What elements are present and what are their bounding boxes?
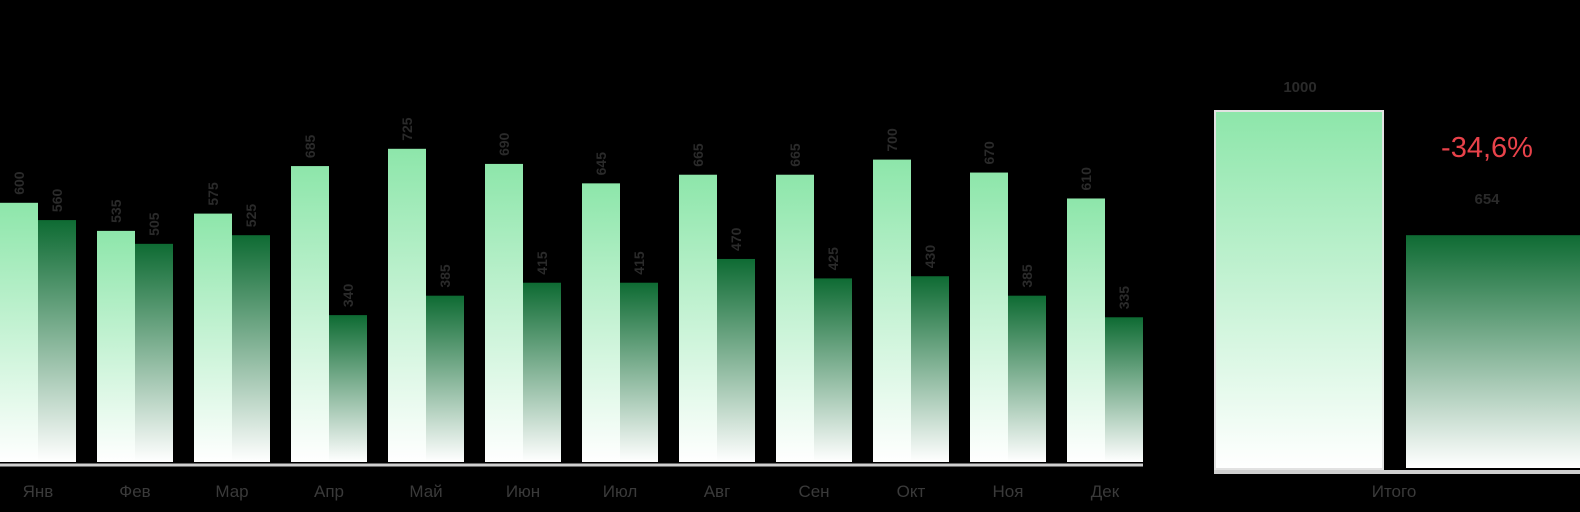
data-label: 335 bbox=[1116, 286, 1132, 310]
bar-dark bbox=[38, 220, 76, 462]
x-tick-label: Май bbox=[409, 482, 442, 501]
x-tick-label: Фев bbox=[119, 482, 150, 501]
total-bar-dark bbox=[1406, 235, 1580, 468]
data-label: 415 bbox=[534, 251, 550, 275]
x-tick-label: Сен bbox=[798, 482, 829, 501]
bar-dark bbox=[135, 243, 173, 462]
data-label: 575 bbox=[205, 182, 221, 206]
data-label: 385 bbox=[1019, 264, 1035, 288]
x-tick-label: Ноя bbox=[993, 482, 1024, 501]
data-label: 670 bbox=[981, 141, 997, 165]
bar-light bbox=[388, 148, 426, 463]
data-label: 430 bbox=[922, 245, 938, 269]
bar-light bbox=[97, 230, 135, 462]
data-label: 610 bbox=[1078, 167, 1094, 191]
bar-light bbox=[0, 202, 38, 463]
bar-dark bbox=[232, 235, 270, 462]
bar-dark bbox=[911, 276, 949, 462]
data-label: 645 bbox=[593, 152, 609, 176]
data-label: 665 bbox=[787, 143, 803, 167]
data-label: 505 bbox=[146, 212, 162, 236]
bar-light bbox=[873, 159, 911, 462]
label-group: 600 560 Янв 535 505 Фев 575 525 Мар 685 340 Апр 725 3… bbox=[11, 79, 1533, 501]
x-tick-label: Окт bbox=[897, 482, 926, 501]
x-tick-label: Янв bbox=[23, 482, 54, 501]
data-label: 560 bbox=[49, 189, 65, 213]
total-dark-label: 654 bbox=[1474, 191, 1500, 208]
x-tick-label: Авг bbox=[704, 482, 731, 501]
bar-dark bbox=[426, 295, 464, 462]
data-label: 725 bbox=[399, 117, 415, 141]
data-label: 685 bbox=[302, 135, 318, 159]
bar-light bbox=[485, 163, 523, 463]
bar-light bbox=[679, 174, 717, 462]
bar-dark bbox=[523, 282, 561, 462]
x-tick-label: Июн bbox=[506, 482, 540, 501]
bar-group bbox=[0, 110, 1580, 474]
total-light-label: 1000 bbox=[1283, 79, 1316, 96]
bar-light bbox=[194, 213, 232, 462]
bar-light bbox=[970, 172, 1008, 462]
change-percent-label: -34,6% bbox=[1441, 132, 1533, 164]
bar-light bbox=[776, 174, 814, 462]
bar-light bbox=[582, 183, 620, 463]
data-label: 665 bbox=[690, 143, 706, 167]
data-label: 470 bbox=[728, 227, 744, 251]
bar-dark bbox=[620, 282, 658, 462]
data-label: 415 bbox=[631, 251, 647, 275]
bar-light bbox=[1067, 198, 1105, 463]
data-label: 535 bbox=[108, 199, 124, 223]
bar-dark bbox=[814, 278, 852, 462]
bar-dark bbox=[329, 315, 367, 462]
x-tick-label: Апр bbox=[314, 482, 344, 501]
total-category-label: Итого bbox=[1372, 482, 1417, 501]
bar-dark bbox=[717, 258, 755, 462]
x-tick-label: Июл bbox=[603, 482, 638, 501]
bar-dark bbox=[1008, 295, 1046, 462]
data-label: 340 bbox=[340, 284, 356, 308]
data-label: 385 bbox=[437, 264, 453, 288]
data-label: 600 bbox=[11, 171, 27, 195]
data-label: 700 bbox=[884, 128, 900, 152]
data-label: 525 bbox=[243, 204, 259, 228]
bar-light bbox=[291, 166, 329, 462]
x-tick-label: Дек bbox=[1091, 482, 1120, 501]
total-bar-light bbox=[1216, 112, 1382, 468]
data-label: 425 bbox=[825, 247, 841, 271]
x-tick-label: Мар bbox=[215, 482, 248, 501]
data-label: 690 bbox=[496, 132, 512, 156]
bar-dark bbox=[1105, 317, 1143, 462]
